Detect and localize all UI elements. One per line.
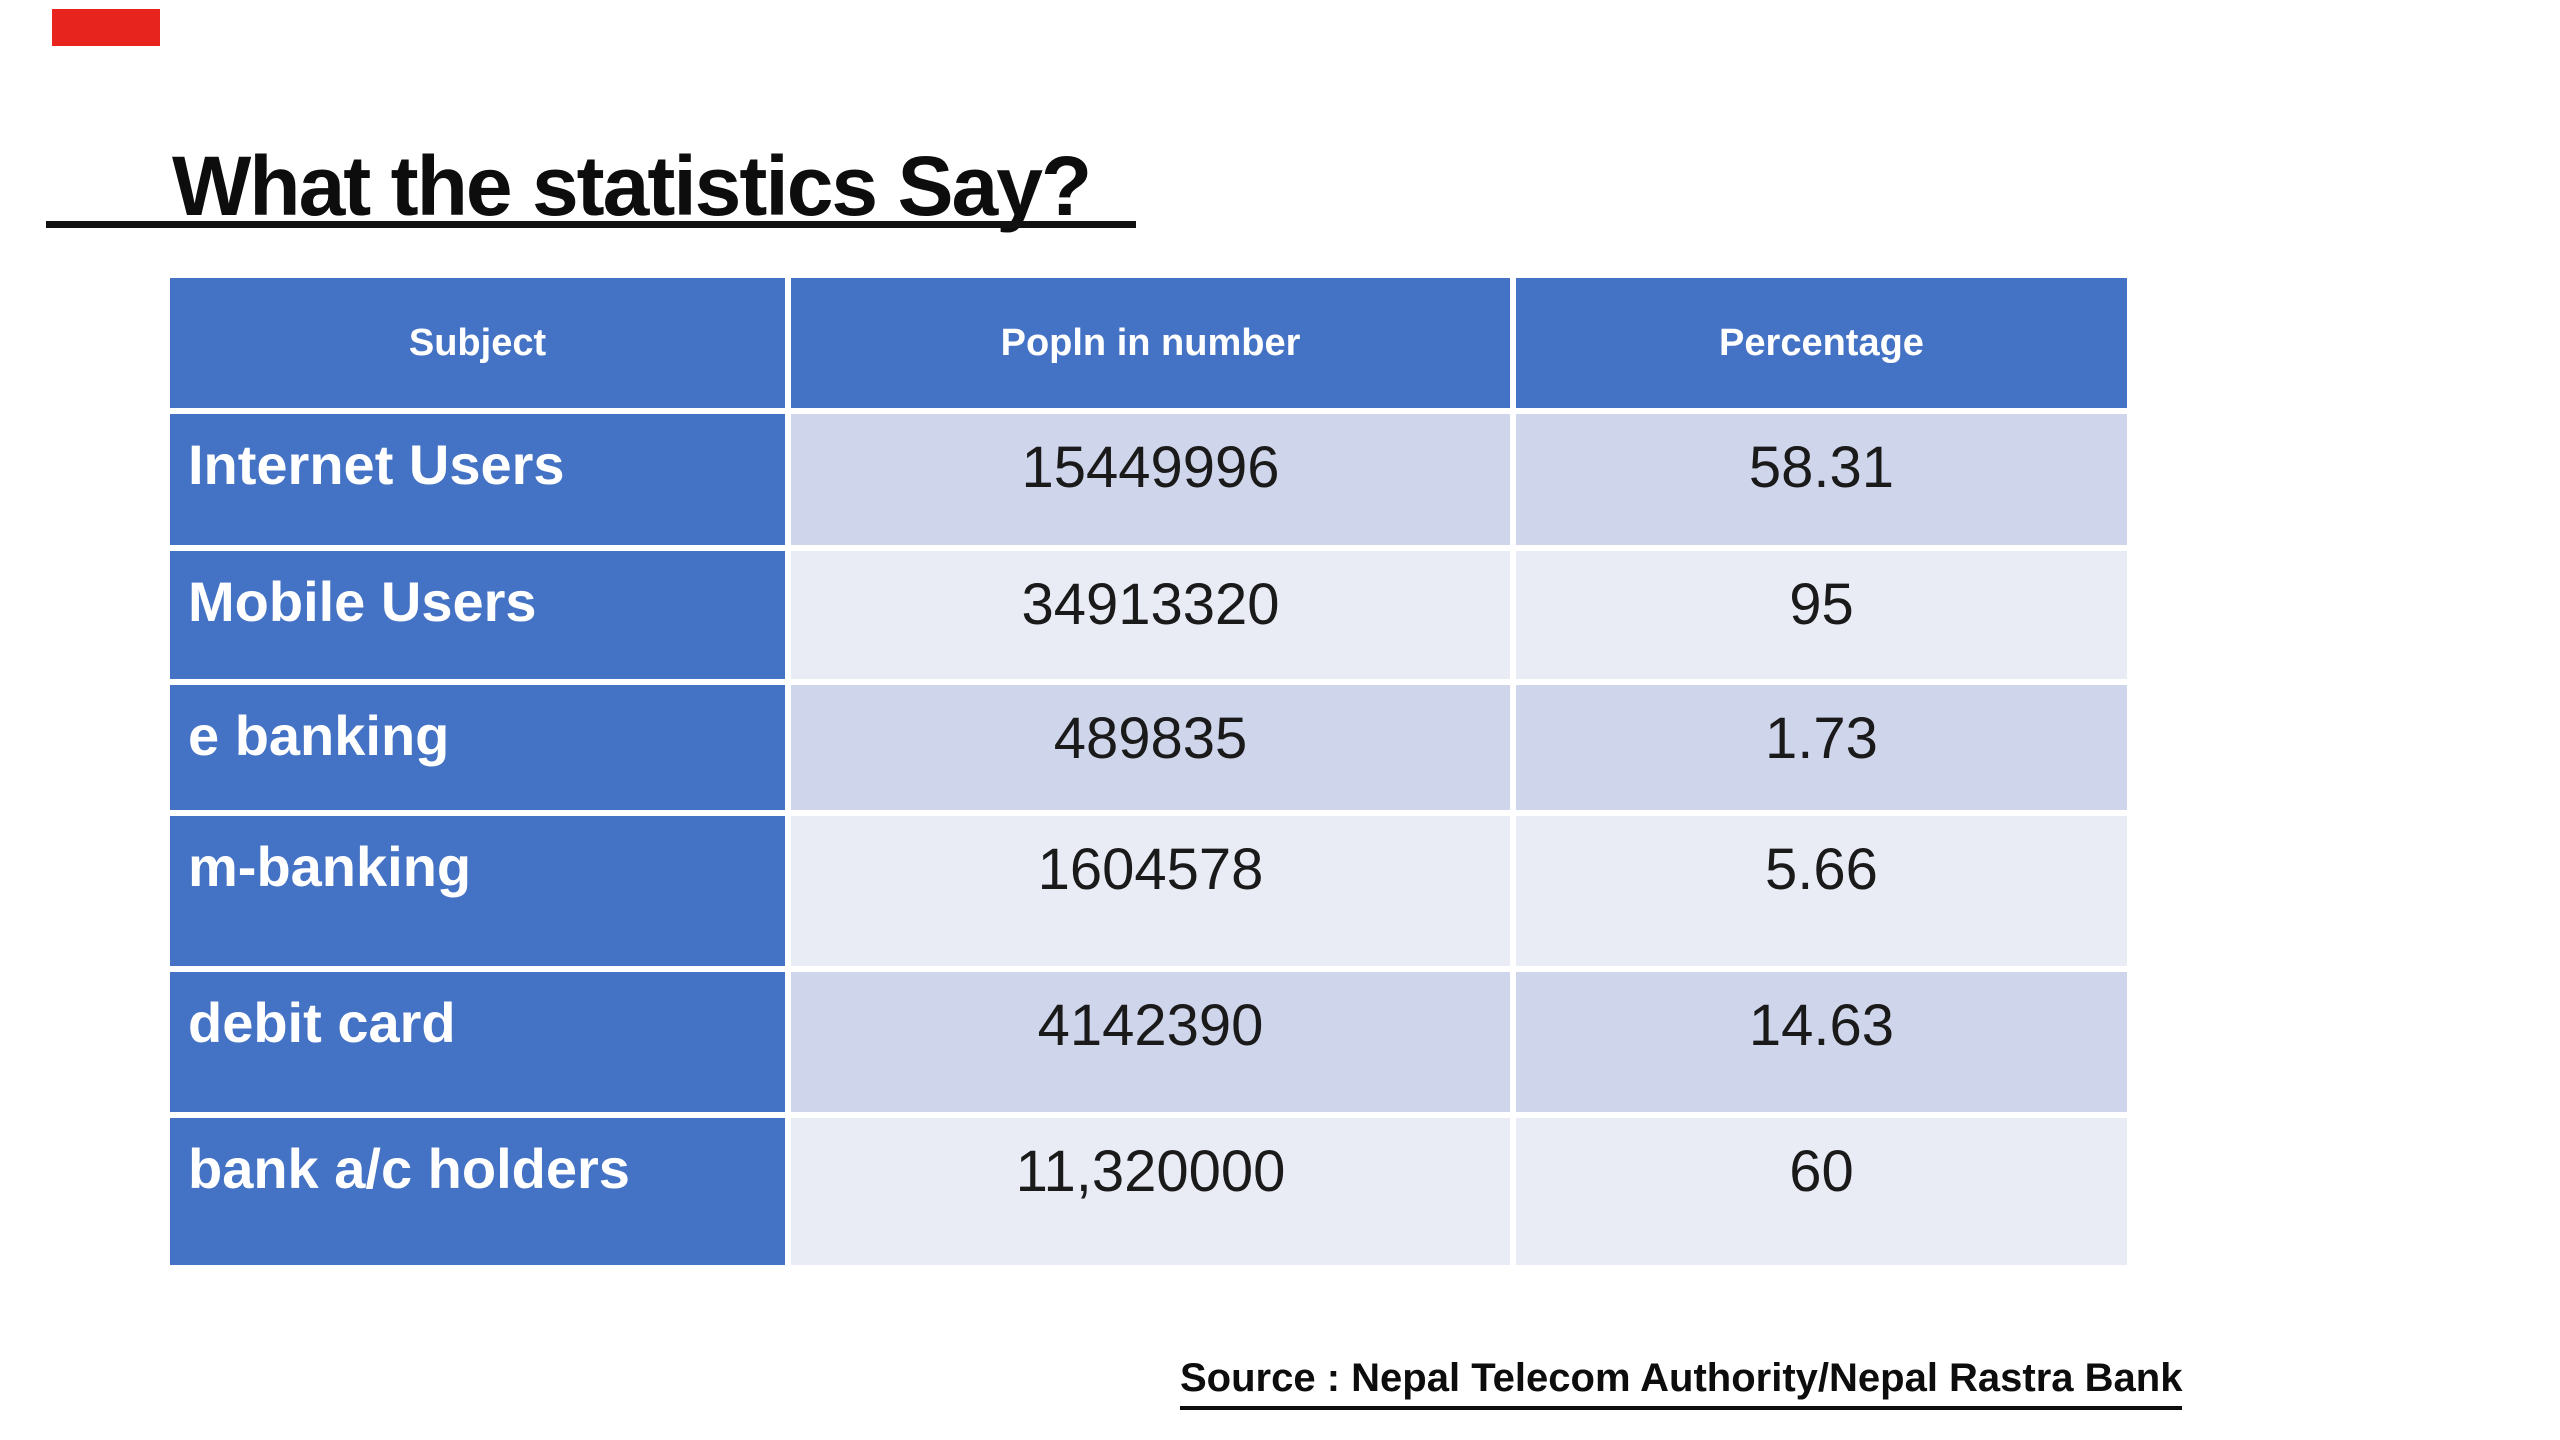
percentage-cell: 95 <box>1516 551 2127 679</box>
popln-cell: 4142390 <box>791 972 1510 1112</box>
popln-cell: 489835 <box>791 685 1510 810</box>
header-cell-subject: Subject <box>170 278 785 408</box>
header-cell-popln: Popln in number <box>791 278 1510 408</box>
subject-cell: bank a/c holders <box>170 1118 785 1265</box>
subject-cell: Mobile Users <box>170 551 785 679</box>
popln-cell: 1604578 <box>791 816 1510 966</box>
percentage-cell: 60 <box>1516 1118 2127 1265</box>
red-accent-bar <box>52 9 160 46</box>
popln-cell: 11,320000 <box>791 1118 1510 1265</box>
subject-cell: debit card <box>170 972 785 1112</box>
page-title: What the statistics Say? <box>172 139 1092 233</box>
percentage-cell: 14.63 <box>1516 972 2127 1112</box>
header-cell-percentage: Percentage <box>1516 278 2127 408</box>
subject-cell: m-banking <box>170 816 785 966</box>
statistics-table: Subject Popln in number Percentage Inter… <box>170 278 2127 1265</box>
popln-cell: 15449996 <box>791 414 1510 545</box>
percentage-cell: 58.31 <box>1516 414 2127 545</box>
percentage-cell: 1.73 <box>1516 685 2127 810</box>
percentage-cell: 5.66 <box>1516 816 2127 966</box>
source-citation: Source : Nepal Telecom Authority/Nepal R… <box>1180 1356 2183 1410</box>
subject-cell: e banking <box>170 685 785 810</box>
subject-cell: Internet Users <box>170 414 785 545</box>
title-underline <box>46 221 1136 228</box>
popln-cell: 34913320 <box>791 551 1510 679</box>
